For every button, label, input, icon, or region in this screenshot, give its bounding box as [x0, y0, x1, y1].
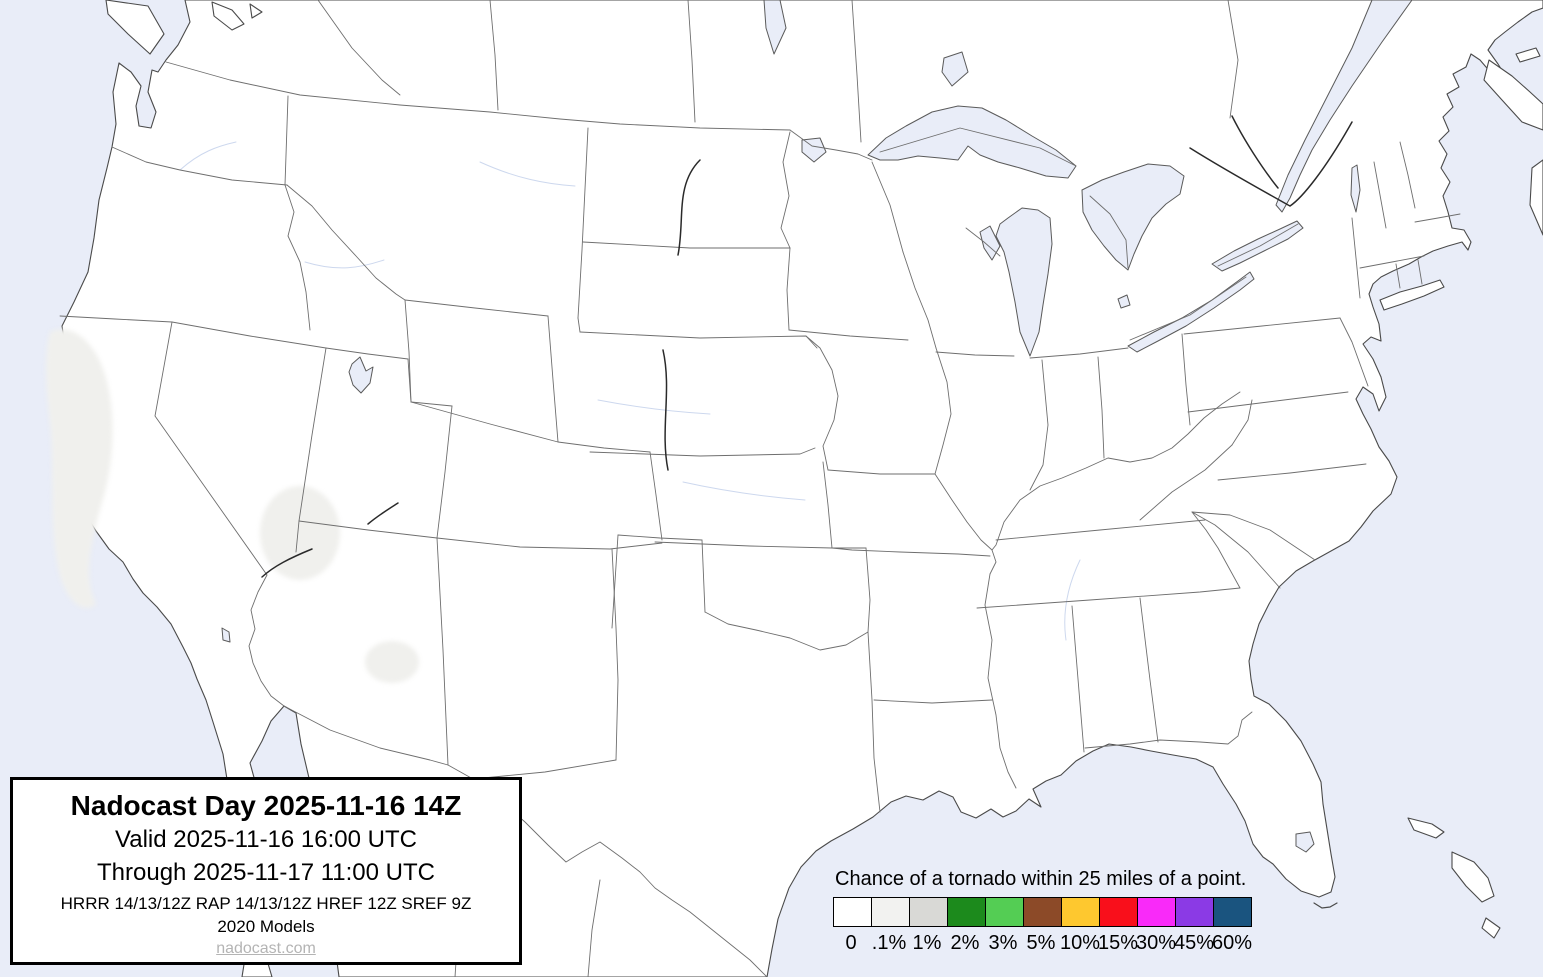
landmass [61, 0, 1543, 977]
nadocast-link[interactable]: nadocast.com [216, 940, 316, 957]
lake-winnipeg [763, 0, 787, 55]
legend-swatch [833, 897, 872, 927]
legend-swatch [1023, 897, 1062, 927]
legend-label: 2% [950, 932, 980, 954]
faint-rivers [179, 141, 1081, 641]
legend-swatch [1213, 897, 1252, 927]
lake-okeechobee [1295, 831, 1315, 853]
lake-huron [1081, 163, 1185, 271]
models-year: 2020 Models [217, 917, 315, 936]
legend-label: 1% [912, 932, 942, 954]
legend-swatch [985, 897, 1024, 927]
probability-contours [46, 329, 419, 683]
great-salt-lake [348, 356, 374, 394]
legend-swatches [833, 897, 1252, 927]
salton-sea [221, 627, 231, 643]
legend-label: 0 [845, 932, 857, 954]
lakes [221, 0, 1413, 853]
legend-swatch [1099, 897, 1138, 927]
through-time: Through 2025-11-17 11:00 UTC [97, 859, 435, 886]
legend-label: 3% [988, 932, 1018, 954]
lake-st-clair [1117, 294, 1131, 309]
rivers [261, 115, 1353, 578]
models-info: HRRR 14/13/12Z RAP 14/13/12Z HREF 12Z SR… [60, 894, 472, 913]
legend-label: 5% [1026, 932, 1056, 954]
lake-champlain [1350, 164, 1361, 213]
legend-swatch [947, 897, 986, 927]
legend-swatch [1061, 897, 1100, 927]
legend-swatch [871, 897, 910, 927]
valid-time: Valid 2025-11-16 16:00 UTC [115, 826, 417, 853]
forecast-title: Nadocast Day 2025-11-16 14Z [70, 790, 462, 821]
legend-title: Chance of a tornado within 25 miles of a… [835, 868, 1247, 890]
legend-label: 15% [1098, 932, 1139, 954]
lake-nipigon [941, 51, 969, 87]
state-borders [59, 0, 1461, 977]
st-lawrence-estuary [1275, 0, 1413, 213]
site-link-row: nadocast.com [13, 938, 519, 960]
legend-swatch [1137, 897, 1176, 927]
legend-swatch [909, 897, 948, 927]
lake-michigan [995, 207, 1053, 357]
legend-label: 10% [1060, 932, 1101, 954]
forecast-title-box: Nadocast Day 2025-11-16 14Z Valid 2025-1… [10, 777, 522, 965]
legend-label: 30% [1136, 932, 1177, 954]
lake-superior [867, 105, 1077, 179]
probability-legend: Chance of a tornado within 25 miles of a… [833, 869, 1252, 954]
legend-swatch [1175, 897, 1214, 927]
legend-labels: 0 .1% 1% 2% 3% 5% 10% 15% 30% 45% 60% [833, 932, 1252, 954]
legend-label: 60% [1212, 932, 1253, 954]
legend-label: .1% [871, 932, 907, 954]
legend-label: 45% [1174, 932, 1215, 954]
lake-of-the-woods [801, 137, 827, 163]
